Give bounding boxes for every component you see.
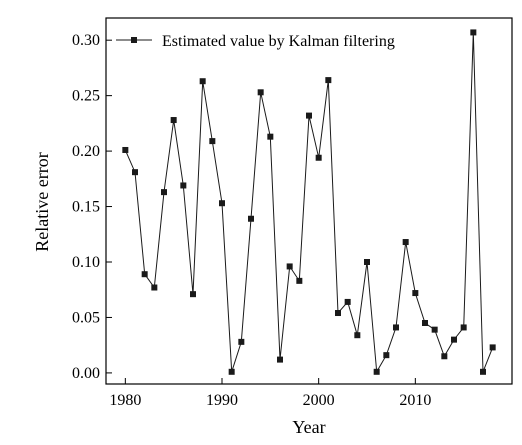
y-tick-label: 0.10 <box>72 254 100 271</box>
data-point <box>422 320 428 326</box>
x-tick-label: 2010 <box>399 392 431 409</box>
data-point <box>141 271 148 278</box>
y-axis: 0.00 0.05 0.10 0.15 0.20 0.25 0.30 <box>72 32 112 382</box>
y-tick-label: 0.00 <box>72 365 100 382</box>
plot-frame <box>105 17 513 385</box>
data-point <box>354 332 361 339</box>
x-tick-label: 1980 <box>109 392 141 409</box>
data-point <box>122 146 129 153</box>
data-point <box>170 117 177 124</box>
data-point <box>402 239 409 246</box>
data-point <box>228 368 235 375</box>
data-point <box>460 324 467 331</box>
data-point <box>257 89 264 96</box>
y-tick-label: 0.20 <box>72 143 100 160</box>
data-point <box>480 368 486 375</box>
data-point <box>393 324 399 331</box>
y-tick-label: 0.05 <box>72 309 100 326</box>
data-point <box>335 310 341 317</box>
data-point <box>383 352 390 359</box>
y-tick-label: 0.30 <box>72 32 100 49</box>
data-point <box>470 29 477 36</box>
data-point <box>151 284 158 291</box>
legend-marker <box>131 37 137 43</box>
data-point <box>373 368 380 375</box>
y-tick-label: 0.25 <box>72 88 100 105</box>
data-point <box>344 298 351 305</box>
data-point <box>277 356 283 363</box>
data-point <box>412 290 419 297</box>
data-point <box>199 78 206 85</box>
x-tick-label: 2000 <box>303 392 335 409</box>
data-point <box>248 215 254 222</box>
data-point <box>161 189 167 196</box>
data-point <box>180 182 187 189</box>
data-point <box>306 112 312 119</box>
x-axis: 1980 1990 2000 2010 <box>109 378 431 409</box>
data-point <box>296 277 303 284</box>
series-layer <box>122 29 496 375</box>
data-point <box>286 263 293 270</box>
data-point <box>431 326 438 333</box>
data-point <box>315 154 322 161</box>
data-point <box>325 77 332 84</box>
x-tick-label: 1990 <box>206 392 238 409</box>
legend-label: Estimated value by Kalman filtering <box>162 33 395 50</box>
data-point <box>209 138 216 145</box>
data-point <box>489 344 496 351</box>
y-axis-title: Relative error <box>32 152 52 251</box>
data-point <box>364 259 370 265</box>
x-axis-title: Year <box>292 417 325 437</box>
data-point <box>132 169 138 176</box>
data-point <box>238 338 245 345</box>
legend: Estimated value by Kalman filtering <box>116 33 395 50</box>
data-point <box>441 353 448 360</box>
data-point <box>267 133 274 140</box>
series-line <box>124 32 494 374</box>
y-tick-label: 0.15 <box>72 199 100 216</box>
data-point <box>219 200 225 207</box>
data-point <box>451 336 457 343</box>
data-point <box>190 291 196 298</box>
